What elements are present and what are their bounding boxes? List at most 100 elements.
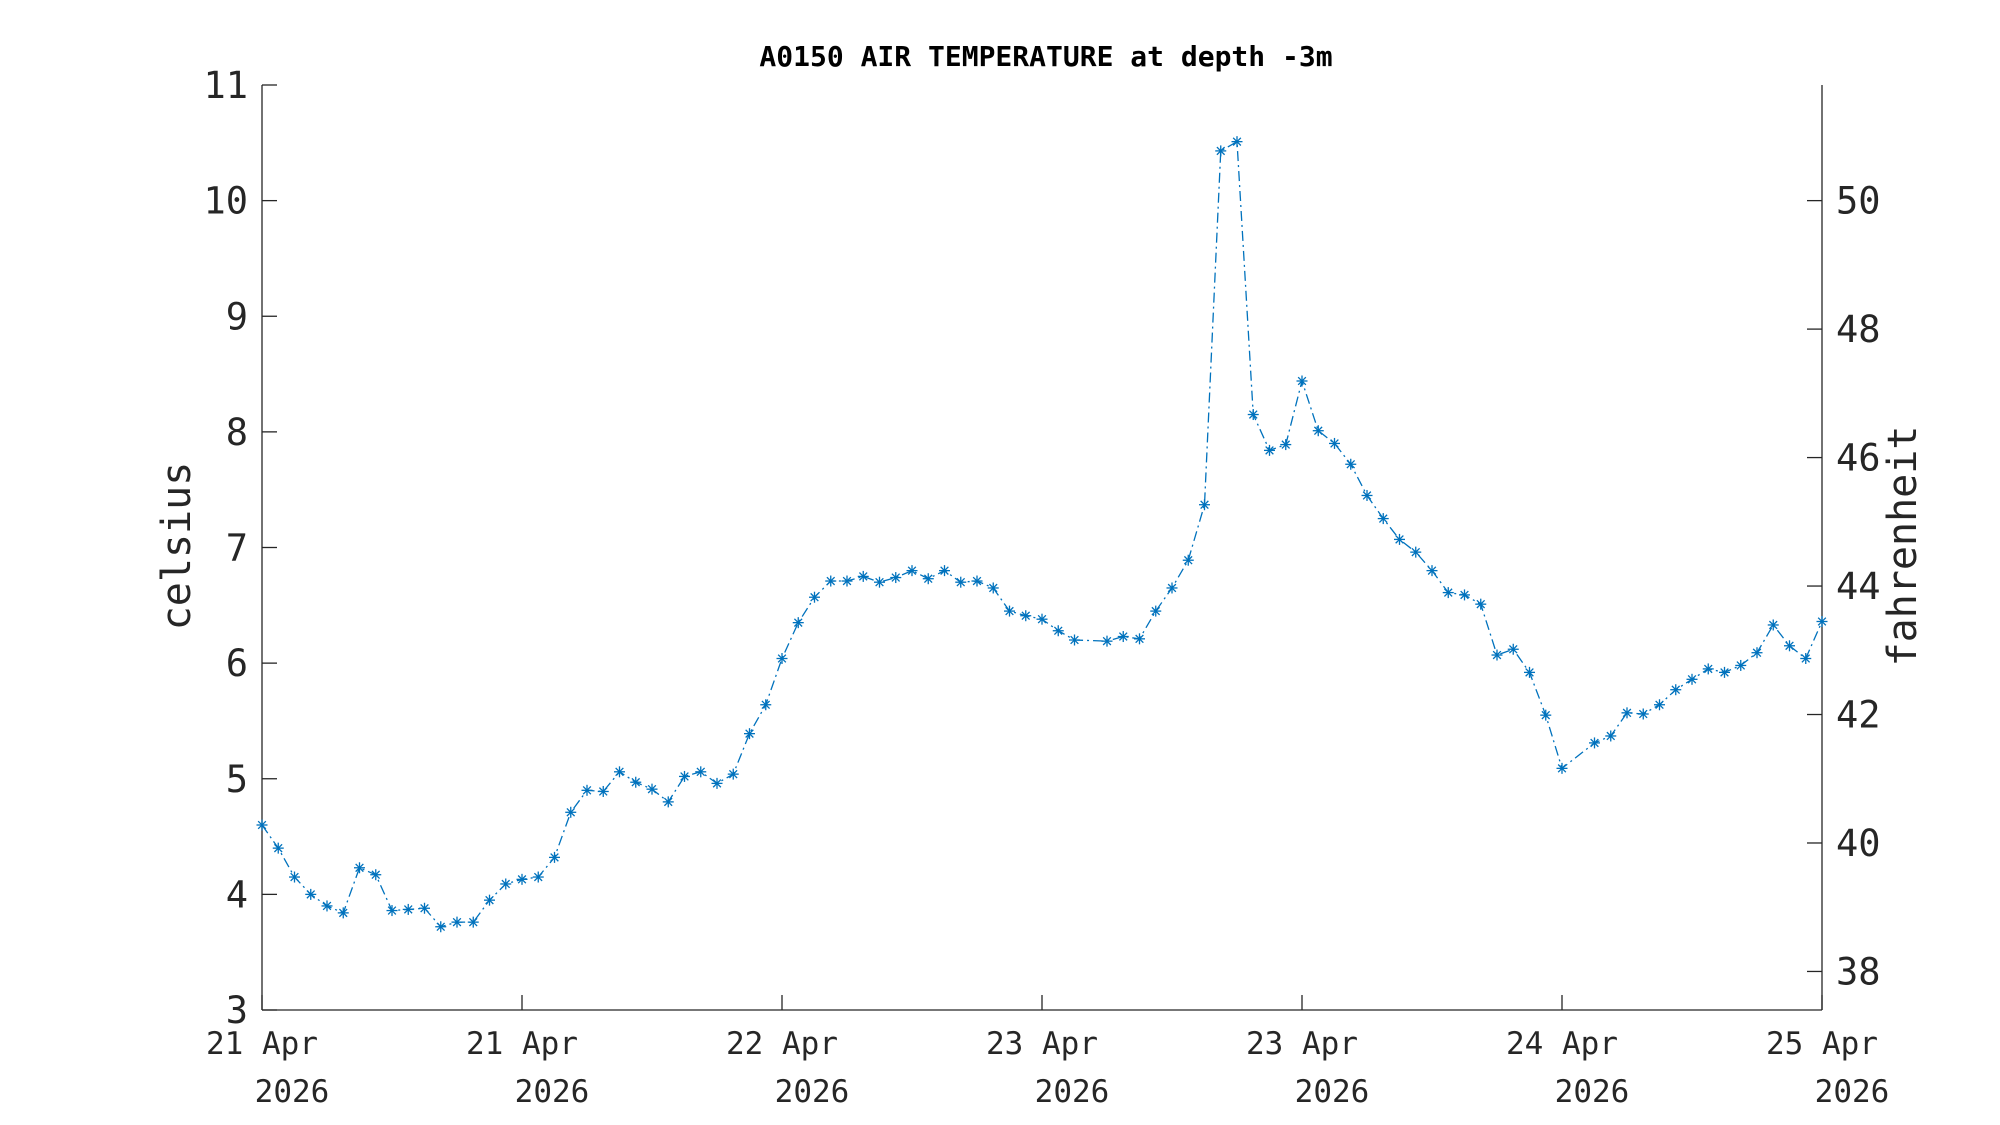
data-point xyxy=(857,570,869,582)
data-point xyxy=(971,575,983,587)
data-point xyxy=(1556,762,1568,774)
data-point xyxy=(451,916,463,928)
data-point xyxy=(1507,643,1519,655)
series-line xyxy=(261,140,1823,928)
data-point xyxy=(1524,666,1535,678)
y-tick-label-right: 50 xyxy=(1836,180,1881,223)
data-point xyxy=(1654,699,1665,711)
x-tick-label-year: 2026 xyxy=(515,1074,590,1110)
x-tick-label-year: 2026 xyxy=(1295,1074,1370,1110)
data-point xyxy=(760,699,772,711)
data-point xyxy=(1199,499,1210,511)
data-point xyxy=(1264,444,1275,456)
y-tick-label-left: 5 xyxy=(226,758,248,801)
data-point xyxy=(597,785,609,797)
y-tick-label-left: 9 xyxy=(226,295,248,338)
data-point xyxy=(419,902,430,914)
data-point xyxy=(1296,375,1308,387)
data-point xyxy=(1442,587,1454,599)
data-point xyxy=(825,575,837,587)
chart-title: A0150 AIR TEMPERATURE at depth -3m xyxy=(759,40,1332,73)
y-axis-label-right: fahrenheit xyxy=(1880,426,1926,667)
data-point xyxy=(256,819,268,831)
data-point xyxy=(939,565,950,577)
data-point xyxy=(1686,673,1698,685)
y-tick-label-right: 42 xyxy=(1836,694,1881,737)
x-tick-label-date: 21 Apr xyxy=(466,1026,578,1062)
data-point xyxy=(695,766,707,778)
data-point xyxy=(727,768,739,780)
data-point xyxy=(1345,458,1357,470)
y-tick-label-left: 8 xyxy=(226,411,248,454)
data-point xyxy=(321,900,333,912)
data-point xyxy=(1231,136,1243,148)
x-tick-label-year: 2026 xyxy=(775,1074,850,1110)
x-tick-label-year: 2026 xyxy=(1035,1074,1110,1110)
y-tick-label-right: 46 xyxy=(1836,437,1881,480)
data-point xyxy=(1800,653,1812,664)
data-point xyxy=(1605,730,1617,742)
data-point xyxy=(484,894,495,906)
x-tick-label-date: 25 Apr xyxy=(1766,1026,1878,1062)
data-point xyxy=(809,591,820,603)
data-point xyxy=(1751,647,1763,659)
data-point xyxy=(890,572,902,584)
data-point xyxy=(516,873,528,885)
data-point xyxy=(1134,633,1145,645)
data-point xyxy=(1215,145,1227,157)
data-point xyxy=(1394,533,1405,545)
data-point xyxy=(711,777,723,789)
data-point xyxy=(1637,708,1649,720)
data-point xyxy=(614,766,625,778)
data-point xyxy=(1621,707,1633,719)
x-tick-label-date: 24 Apr xyxy=(1506,1026,1618,1062)
data-point xyxy=(841,575,853,587)
data-point xyxy=(1312,425,1324,437)
data-point xyxy=(646,783,658,795)
data-point xyxy=(305,888,317,900)
y-tick-label-right: 44 xyxy=(1836,565,1881,608)
data-point xyxy=(402,903,414,915)
data-point xyxy=(922,573,934,585)
data-point xyxy=(1101,635,1113,647)
axes-layer: 3 4 5 6 7 8 9 10 11 38 40 42 44 46 48 50 21 Apr 2026 21 Ap… xyxy=(203,64,1889,1110)
data-point xyxy=(630,776,642,788)
data-point xyxy=(792,617,804,629)
y-tick-label-left: 7 xyxy=(226,527,248,570)
data-point xyxy=(1361,489,1373,501)
data-point xyxy=(354,862,365,874)
data-point xyxy=(679,770,690,782)
data-point xyxy=(549,851,560,863)
data-point xyxy=(1589,737,1600,749)
y-tick-label-right: 38 xyxy=(1836,950,1881,993)
data-point xyxy=(776,653,788,664)
data-point xyxy=(1247,409,1259,421)
data-point xyxy=(955,576,967,588)
data-point xyxy=(1020,610,1032,622)
data-point xyxy=(1491,649,1503,661)
data-point xyxy=(1767,619,1779,631)
y-tick-label-right: 48 xyxy=(1836,308,1881,351)
x-tick-label-date: 22 Apr xyxy=(726,1026,838,1062)
data-point xyxy=(467,916,479,928)
data-point xyxy=(337,907,349,919)
data-point xyxy=(662,796,674,808)
data-point xyxy=(1410,546,1422,558)
data-point xyxy=(386,905,398,917)
data-point xyxy=(1117,631,1129,643)
series-layer xyxy=(256,136,1828,933)
data-point xyxy=(500,878,512,890)
x-tick-label-year: 2026 xyxy=(1815,1074,1890,1110)
data-point xyxy=(1784,640,1795,652)
data-point xyxy=(272,842,284,854)
x-tick-label-date: 23 Apr xyxy=(1246,1026,1358,1062)
x-tick-label-year: 2026 xyxy=(255,1074,330,1110)
data-point xyxy=(565,806,577,818)
data-point xyxy=(1702,663,1714,675)
x-tick-label-date: 21 Apr xyxy=(206,1026,318,1062)
data-point xyxy=(1052,625,1064,637)
data-point xyxy=(1540,709,1552,721)
data-point xyxy=(1069,634,1080,646)
y-tick-label-left: 3 xyxy=(226,989,248,1032)
